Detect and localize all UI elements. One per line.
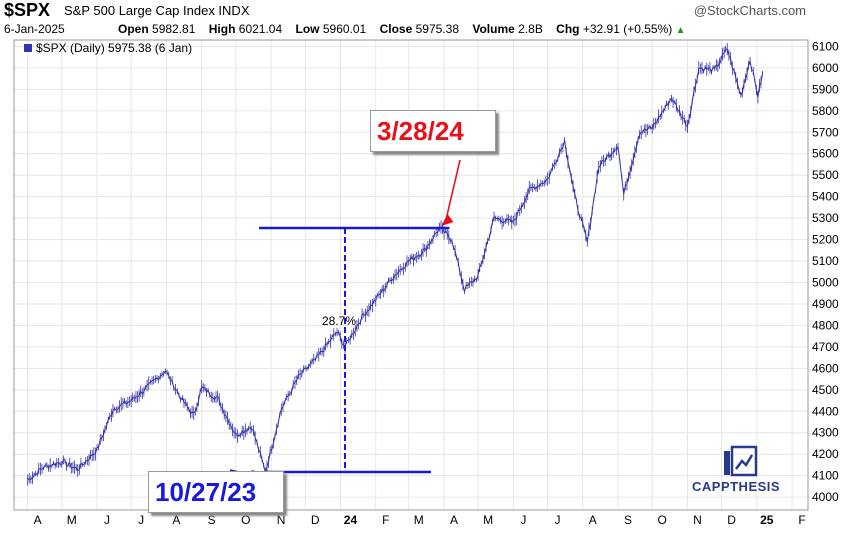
x-tick-label: M (414, 513, 424, 527)
y-tick-label: 4000 (812, 490, 839, 504)
x-tick-label: A (34, 513, 42, 527)
y-tick-label: 4800 (812, 318, 839, 332)
y-tick-label: 5800 (812, 104, 839, 118)
y-tick-label: 5500 (812, 168, 839, 182)
volume-label: Volume (472, 22, 515, 36)
y-tick-label: 4400 (812, 404, 839, 418)
price-series (27, 43, 763, 486)
x-tick-label: N (693, 513, 702, 527)
y-tick-label: 5000 (812, 276, 839, 290)
gain-label: 28.7% (322, 314, 357, 328)
x-tick-label: A (589, 513, 597, 527)
capp-thesis-logo: CAPPTHESIS (692, 445, 792, 495)
y-tick-label: 5400 (812, 190, 839, 204)
volume-value: 2.8B (518, 22, 543, 36)
open-label: Open (118, 22, 149, 36)
chg-label: Chg (556, 22, 580, 36)
low-label: Low (295, 22, 320, 36)
x-tick-label: M (67, 513, 77, 527)
high-label: High (208, 22, 236, 36)
low-value: 5960.01 (322, 22, 367, 36)
x-tick-label: J (138, 513, 144, 527)
y-tick-label: 4100 (812, 469, 839, 483)
y-axis: 4000 4100 4200 4300 4400 4500 4600 4700 4800 4900… (812, 39, 839, 504)
index-name: S&P 500 Large Cap Index INDX (64, 3, 250, 18)
y-tick-label: 6100 (812, 39, 839, 53)
logo-chart-icon (724, 445, 758, 477)
y-tick-label: 4900 (812, 297, 839, 311)
annotation-lines (229, 159, 461, 483)
x-tick-label: 24 (344, 513, 358, 527)
x-tick-label: S (208, 513, 216, 527)
quote-date: 6-Jan-2025 (4, 22, 65, 36)
y-tick-label: 4200 (812, 447, 839, 461)
y-tick-label: 5200 (812, 233, 839, 247)
low-date-callout: 10/27/23 (148, 471, 284, 513)
red-arrow-line (444, 159, 461, 223)
up-arrow-icon: ▲ (675, 25, 686, 36)
chart-header: $SPX S&P 500 Large Cap Index INDX @Stock… (0, 0, 850, 40)
x-tick-label: M (483, 513, 493, 527)
y-tick-label: 5600 (812, 147, 839, 161)
ohlc-bar: Open 5982.81 High 6021.04 Low 5960.01 Cl… (118, 22, 686, 36)
x-tick-label: S (624, 513, 632, 527)
x-tick-label: J (520, 513, 526, 527)
x-tick-label: O (241, 513, 250, 527)
y-tick-label: 5300 (812, 211, 839, 225)
y-tick-label: 4500 (812, 383, 839, 397)
plot-frame (13, 39, 809, 511)
symbol: $SPX (4, 0, 51, 20)
y-tick-label: 4700 (812, 340, 839, 354)
legend-square-icon (24, 44, 32, 52)
y-tick-label: 4300 (812, 426, 839, 440)
chg-value: +32.91 (+0.55%) (582, 22, 673, 36)
logo-text: CAPPTHESIS (692, 479, 781, 494)
x-tick-label: J (104, 513, 110, 527)
x-tick-label: D (311, 513, 320, 527)
x-tick-label: F (798, 513, 805, 527)
x-tick-label: O (657, 513, 666, 527)
red-arrow-head-icon (441, 214, 454, 226)
x-tick-label: A (450, 513, 458, 527)
close-label: Close (379, 22, 413, 36)
x-tick-label: 25 (760, 513, 774, 527)
y-tick-label: 5700 (812, 125, 839, 139)
close-value: 5975.38 (415, 22, 459, 36)
y-tick-label: 4600 (812, 361, 839, 375)
source-label: @StockCharts.com (693, 3, 806, 18)
x-tick-label: F (382, 513, 389, 527)
x-axis: A M J J A S O N D 24 F M A M J J A S O N D 25 F (34, 513, 806, 527)
x-tick-label: J (555, 513, 561, 527)
x-tick-label: A (172, 513, 180, 527)
x-tick-label: D (727, 513, 736, 527)
high-date-callout: 3/28/24 (370, 110, 496, 152)
y-tick-label: 5900 (812, 82, 839, 96)
legend-label: $SPX (Daily) 5975.38 (6 Jan) (36, 41, 192, 55)
high-value: 6021.04 (238, 22, 283, 36)
y-tick-label: 5100 (812, 254, 839, 268)
x-tick-label: N (277, 513, 286, 527)
y-tick-label: 6000 (812, 61, 839, 75)
open-value: 5982.81 (152, 22, 196, 36)
